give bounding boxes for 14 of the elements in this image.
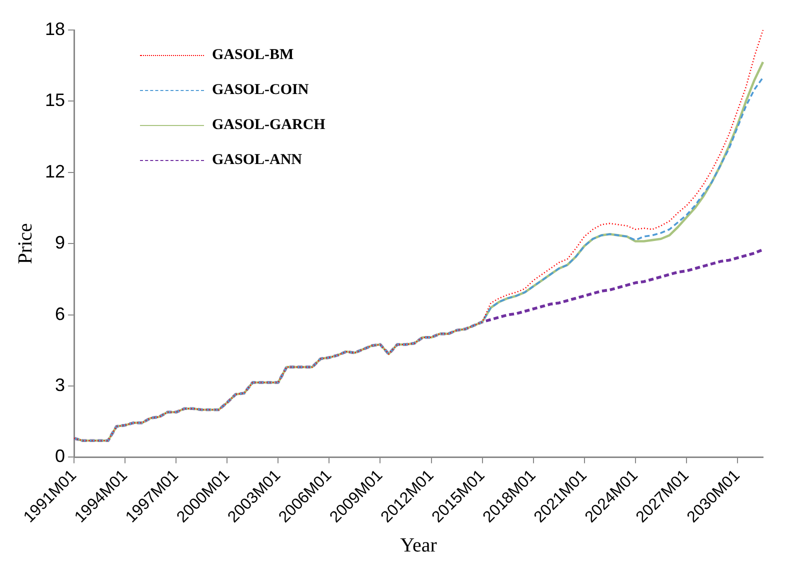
legend-label: GASOL-BM (212, 47, 294, 64)
y-tick-label: 12 (44, 161, 66, 182)
legend-label: GASOL-ANN (212, 152, 302, 169)
y-tick-label: 3 (55, 375, 66, 396)
y-tick-label: 6 (55, 304, 66, 324)
x-axis-title: Year (400, 534, 438, 556)
legend-label: GASOL-GARCH (212, 117, 326, 134)
y-axis-title: Price (14, 222, 36, 264)
line-series (72, 248, 764, 442)
y-tick-label: 0 (55, 446, 66, 466)
y-tick-label: 9 (55, 232, 66, 253)
y-tick-label: 15 (44, 90, 66, 110)
y-tick-label: 18 (44, 18, 66, 39)
legend-label: GASOL-COIN (212, 82, 309, 99)
